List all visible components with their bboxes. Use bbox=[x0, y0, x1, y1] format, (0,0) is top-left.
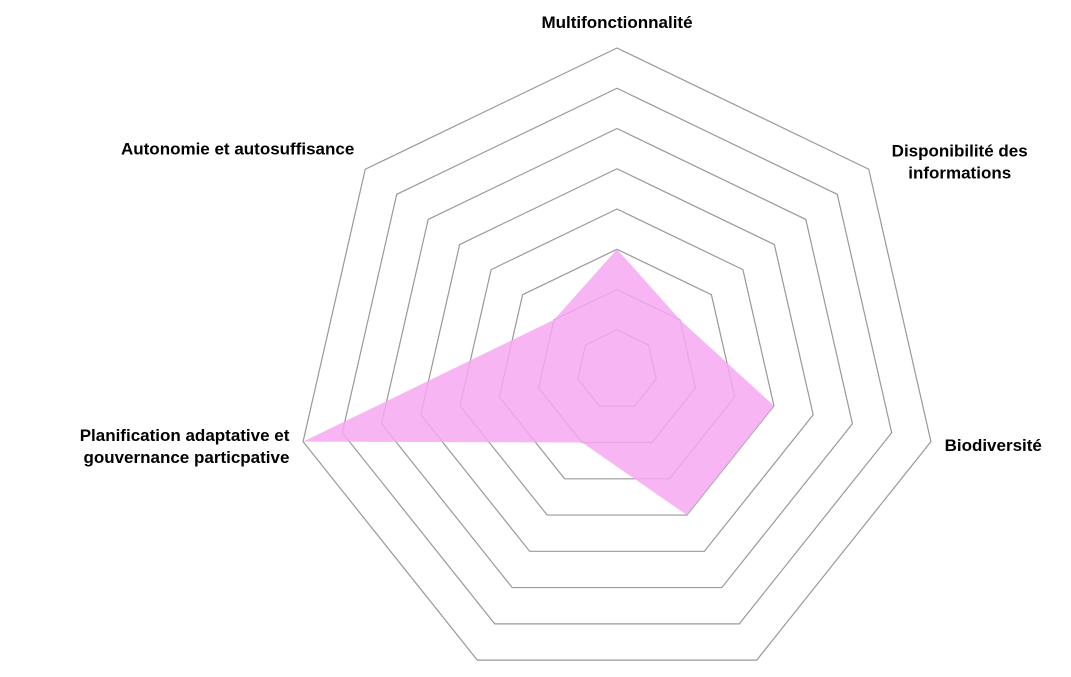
axis-label: Réseaux Multiéchelles bbox=[763, 676, 944, 677]
grid-ring bbox=[341, 87, 893, 625]
axis-label: Multifonctionnalité bbox=[541, 13, 692, 32]
axis-label: Biodiversité bbox=[945, 436, 1042, 455]
data-area bbox=[303, 249, 774, 516]
grid-ring bbox=[420, 168, 814, 552]
axis-label: Planification adaptative et gouvernance p… bbox=[80, 426, 290, 467]
axis-label: Disponibilité des informations bbox=[892, 142, 1028, 183]
grid-ring bbox=[498, 248, 736, 480]
grid-ring bbox=[380, 127, 854, 589]
axis-label: Autonomie et autosuffisance bbox=[121, 140, 354, 159]
axis-label: Modulation et redondance bbox=[260, 676, 472, 677]
grid-ring bbox=[459, 208, 775, 516]
grid-ring bbox=[302, 47, 932, 661]
